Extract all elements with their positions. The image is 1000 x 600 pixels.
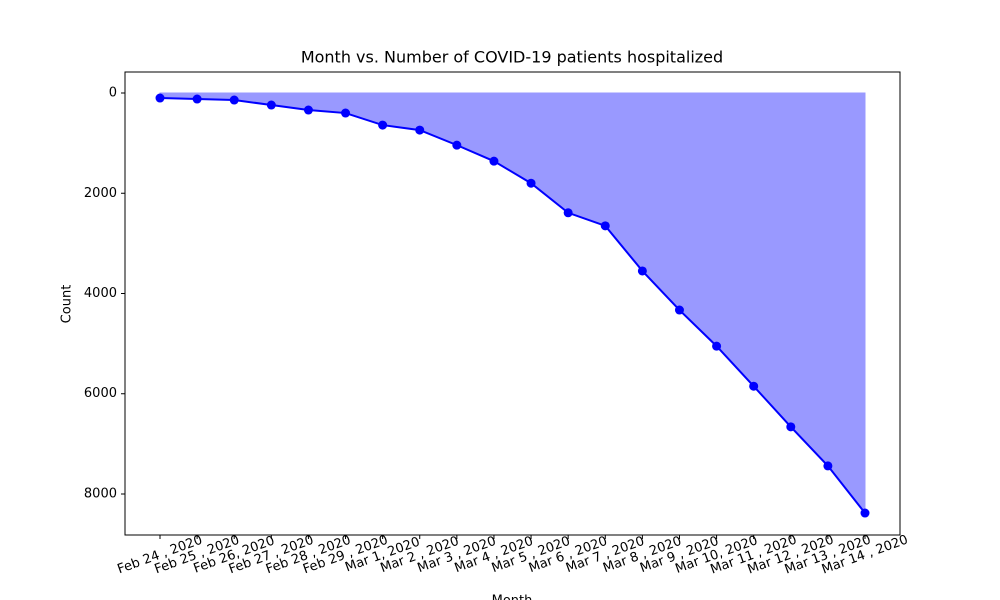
point bbox=[452, 140, 462, 150]
y-tick-label: 8000 bbox=[84, 486, 117, 501]
point bbox=[229, 95, 239, 105]
point bbox=[526, 178, 536, 188]
point bbox=[712, 341, 722, 351]
point bbox=[823, 461, 833, 471]
point bbox=[749, 381, 759, 391]
area bbox=[159, 92, 866, 515]
point bbox=[600, 221, 610, 231]
point bbox=[341, 108, 351, 118]
point bbox=[637, 266, 647, 276]
point bbox=[860, 508, 870, 518]
y-axis-label: Count bbox=[60, 285, 75, 324]
x-axis-label: Month bbox=[492, 594, 533, 600]
chart-title: Month vs. Number of COVID-19 patients ho… bbox=[301, 48, 723, 67]
point bbox=[378, 120, 388, 130]
point bbox=[155, 93, 165, 103]
point bbox=[786, 422, 796, 432]
point bbox=[489, 156, 499, 166]
point bbox=[192, 94, 202, 104]
y-tick-label: 4000 bbox=[84, 286, 117, 301]
point bbox=[415, 125, 425, 135]
y-tick-label: 0 bbox=[109, 86, 117, 101]
point bbox=[303, 105, 313, 115]
y-tick-label: 6000 bbox=[84, 386, 117, 401]
point bbox=[266, 100, 276, 110]
point bbox=[563, 208, 573, 218]
plot-frame bbox=[124, 71, 901, 536]
line bbox=[159, 97, 866, 514]
y-tick-label: 2000 bbox=[84, 186, 117, 201]
point bbox=[674, 305, 684, 315]
